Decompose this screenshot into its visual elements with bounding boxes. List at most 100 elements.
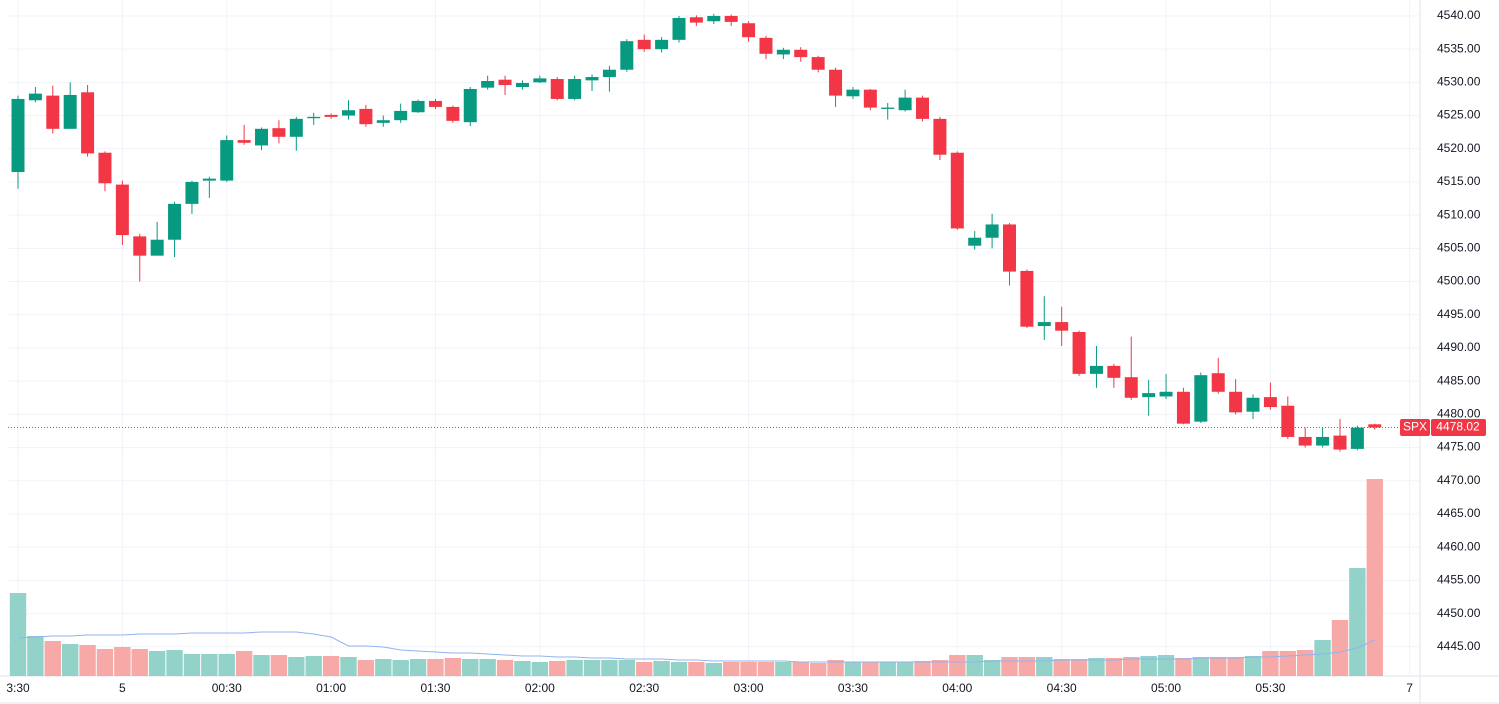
candle-body <box>1368 424 1382 428</box>
y-tick-label: 4480.00 <box>1437 407 1481 421</box>
y-tick-label: 4535.00 <box>1437 41 1481 55</box>
candle-body <box>237 140 251 143</box>
candle-body <box>1229 391 1243 413</box>
candle-body <box>1211 373 1225 392</box>
candle-body <box>602 69 616 78</box>
candle-body <box>411 100 425 113</box>
volume-bar <box>583 660 601 676</box>
volume-bar <box>427 659 444 676</box>
candle-body <box>1002 224 1016 272</box>
volume-bar <box>896 662 914 676</box>
volume-bar <box>305 656 322 676</box>
volume-bar <box>1279 651 1296 676</box>
volume-bar <box>670 662 688 676</box>
volume-bar <box>1157 655 1175 676</box>
candle-body <box>1055 322 1069 331</box>
candle-body <box>324 114 338 117</box>
volume-bar <box>1105 658 1123 676</box>
candle-body <box>1333 435 1347 450</box>
candle-body <box>272 128 286 137</box>
candle-body <box>1350 427 1364 449</box>
candle-body <box>568 79 582 99</box>
price-tag <box>1431 419 1486 437</box>
volume-bar <box>1088 658 1105 676</box>
volume-bar <box>792 662 809 676</box>
volume-bar <box>757 662 775 676</box>
x-tick-label: 04:00 <box>942 681 972 695</box>
volume-bar <box>201 654 218 676</box>
candle-body <box>1072 332 1086 374</box>
candle-body <box>376 120 390 123</box>
volume-bar <box>340 657 357 676</box>
volume-bar <box>1140 656 1157 676</box>
y-tick-label: 4485.00 <box>1437 373 1481 387</box>
volume-bar <box>183 654 201 676</box>
y-tick-label: 4495.00 <box>1437 307 1481 321</box>
candle-body <box>28 93 42 101</box>
candle-body <box>498 79 512 85</box>
volume-bar <box>949 655 966 676</box>
candle-body <box>1037 322 1051 327</box>
volume-bar <box>218 654 235 676</box>
volume-bar <box>1366 479 1383 676</box>
volume-bar <box>618 660 636 676</box>
volume-bar <box>1123 657 1140 676</box>
volume-bar <box>1349 568 1366 676</box>
volume-bar <box>479 659 496 676</box>
candle-body <box>341 110 355 116</box>
volume-bar <box>705 663 722 676</box>
volume-bar <box>288 657 305 676</box>
volume-bar <box>27 636 44 676</box>
candle-body <box>759 37 773 54</box>
candle-body <box>689 17 703 23</box>
volume-bar <box>931 660 949 676</box>
volume-bar <box>1227 657 1244 676</box>
volume-bar <box>166 650 183 676</box>
volume-bar <box>775 662 792 676</box>
candle-body <box>916 97 930 119</box>
volume-bar <box>1314 640 1331 676</box>
volume-bar <box>1331 620 1349 676</box>
candle-body <box>394 110 408 121</box>
candle-body <box>533 78 547 83</box>
candle-body <box>968 237 982 246</box>
y-tick-label: 4530.00 <box>1437 75 1481 89</box>
y-tick-label: 4515.00 <box>1437 174 1481 188</box>
volume-bar <box>496 660 514 676</box>
candle-body <box>620 41 634 70</box>
candle-body <box>133 236 147 256</box>
volume-bar <box>722 662 740 676</box>
x-tick-label: 00:30 <box>212 681 242 695</box>
candle-body <box>428 100 442 107</box>
volume-bar <box>966 655 983 676</box>
volume-bar <box>549 661 566 676</box>
volume-bar <box>131 649 148 676</box>
volume-bar <box>827 660 844 676</box>
volume-bar <box>1001 657 1018 676</box>
candle-body <box>46 95 60 129</box>
candle-body <box>98 152 112 184</box>
volume-bar <box>862 662 879 676</box>
candle-body <box>585 77 599 81</box>
y-tick-label: 4450.00 <box>1437 606 1481 620</box>
volume-bar <box>375 659 392 676</box>
candle-body <box>446 106 460 121</box>
x-tick-label: 01:00 <box>316 681 346 695</box>
volume-bar <box>44 641 61 676</box>
x-tick-label: 03:00 <box>734 681 764 695</box>
candle-body <box>794 49 808 58</box>
candle-body <box>1124 377 1138 398</box>
y-tick-label: 4470.00 <box>1437 473 1481 487</box>
candle-body <box>672 17 686 40</box>
candle-body <box>776 49 790 55</box>
x-tick-label: 05:00 <box>1151 681 1181 695</box>
x-tick-label: 02:00 <box>525 681 555 695</box>
candle-body <box>150 239 164 256</box>
volume-bar <box>688 662 705 676</box>
candle-body <box>359 108 373 125</box>
candle-body <box>881 107 895 109</box>
candle-body <box>898 97 912 111</box>
candle-body <box>1281 405 1295 437</box>
candle-body <box>933 118 947 155</box>
